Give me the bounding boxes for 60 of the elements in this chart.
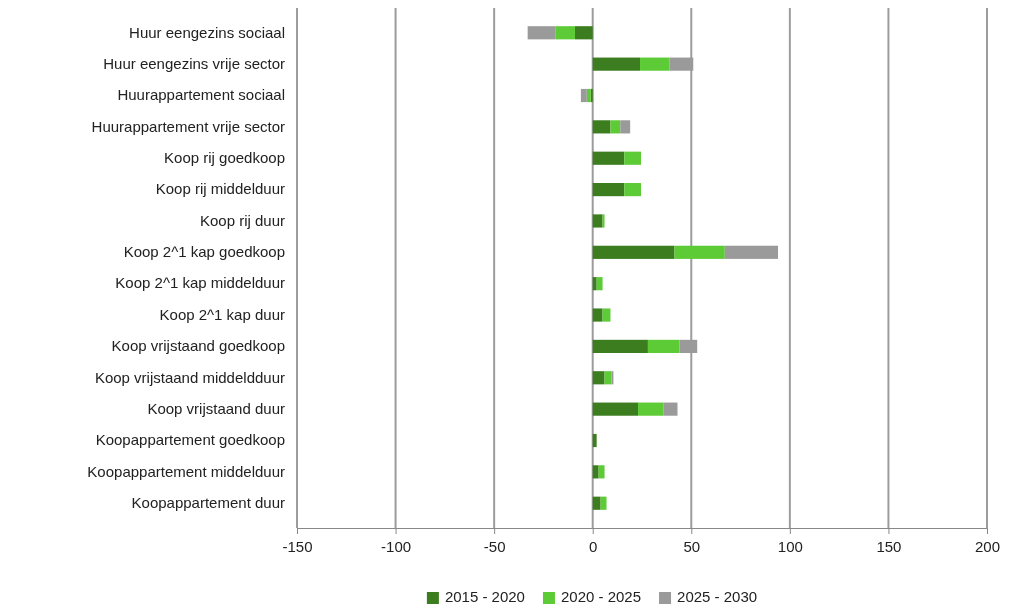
- y-tick-label: Huurappartement vrije sector: [91, 117, 285, 135]
- y-tick-label: Koopappartement middelduur: [87, 462, 285, 480]
- bar: [592, 214, 603, 228]
- bar: [647, 339, 680, 353]
- y-tick-label: Koop rij middelduur: [155, 180, 285, 198]
- bar: [592, 277, 597, 291]
- bar: [555, 26, 575, 40]
- x-tick-label: 50: [683, 538, 701, 555]
- bar: [600, 496, 607, 510]
- bar: [624, 151, 642, 165]
- bar: [592, 339, 648, 353]
- bar: [640, 57, 670, 71]
- bar: [602, 308, 611, 322]
- bar: [598, 465, 605, 479]
- bar: [592, 371, 605, 385]
- y-tick-label: Koop vrijstaand goedkoop: [111, 337, 285, 355]
- y-tick-label: Koop rij goedkoop: [164, 149, 285, 167]
- bar: [592, 151, 625, 165]
- y-tick-label: Koop 2^1 kap middelduur: [115, 274, 285, 292]
- x-tick-label: -150: [282, 538, 313, 555]
- bar: [574, 26, 593, 40]
- bar: [586, 88, 591, 103]
- bar: [620, 120, 631, 134]
- y-tick-label: Koopappartement duur: [131, 494, 285, 512]
- x-tick-label: 150: [876, 538, 902, 555]
- bar: [592, 496, 601, 510]
- bar: [592, 120, 611, 134]
- bar: [592, 465, 599, 479]
- bar: [580, 88, 587, 103]
- bar: [592, 57, 641, 71]
- bar: [592, 308, 603, 322]
- y-tick-label: Huurappartement sociaal: [117, 86, 285, 104]
- bar: [592, 245, 675, 259]
- bar: [624, 183, 642, 197]
- y-tick-label: Huur eengezins sociaal: [129, 23, 285, 41]
- y-tick-label: Koop 2^1 kap goedkoop: [123, 243, 285, 261]
- legend-label: 2025 - 2030: [677, 588, 758, 605]
- bar: [663, 402, 678, 416]
- bar: [596, 277, 603, 291]
- x-tick-label: -100: [381, 538, 412, 555]
- y-tick-label: Koopappartement goedkoop: [95, 431, 285, 449]
- legend-label: 2020 - 2025: [560, 588, 642, 605]
- x-tick-label: -50: [483, 538, 506, 555]
- bar: [674, 245, 725, 259]
- legend-label: 2015 - 2020: [444, 588, 525, 605]
- bar: [724, 245, 779, 259]
- y-tick-label: Koop vrijstaand middeldduur: [94, 368, 285, 386]
- y-tick-label: Huur eengezins vrije sector: [103, 54, 285, 72]
- x-tick-label: 0: [589, 538, 598, 555]
- bar: [592, 402, 639, 416]
- y-tick-label: Koop rij duur: [199, 211, 285, 229]
- bar: [527, 26, 556, 40]
- y-tick-label: Koop 2^1 kap duur: [159, 305, 285, 323]
- x-tick-label: 200: [974, 538, 1001, 555]
- y-tick-label: Koop vrijstaand duur: [147, 399, 285, 417]
- bar: [638, 402, 664, 416]
- x-tick-label: 100: [777, 538, 803, 555]
- bar: [610, 120, 621, 134]
- bar: [592, 433, 597, 448]
- bar: [592, 183, 625, 197]
